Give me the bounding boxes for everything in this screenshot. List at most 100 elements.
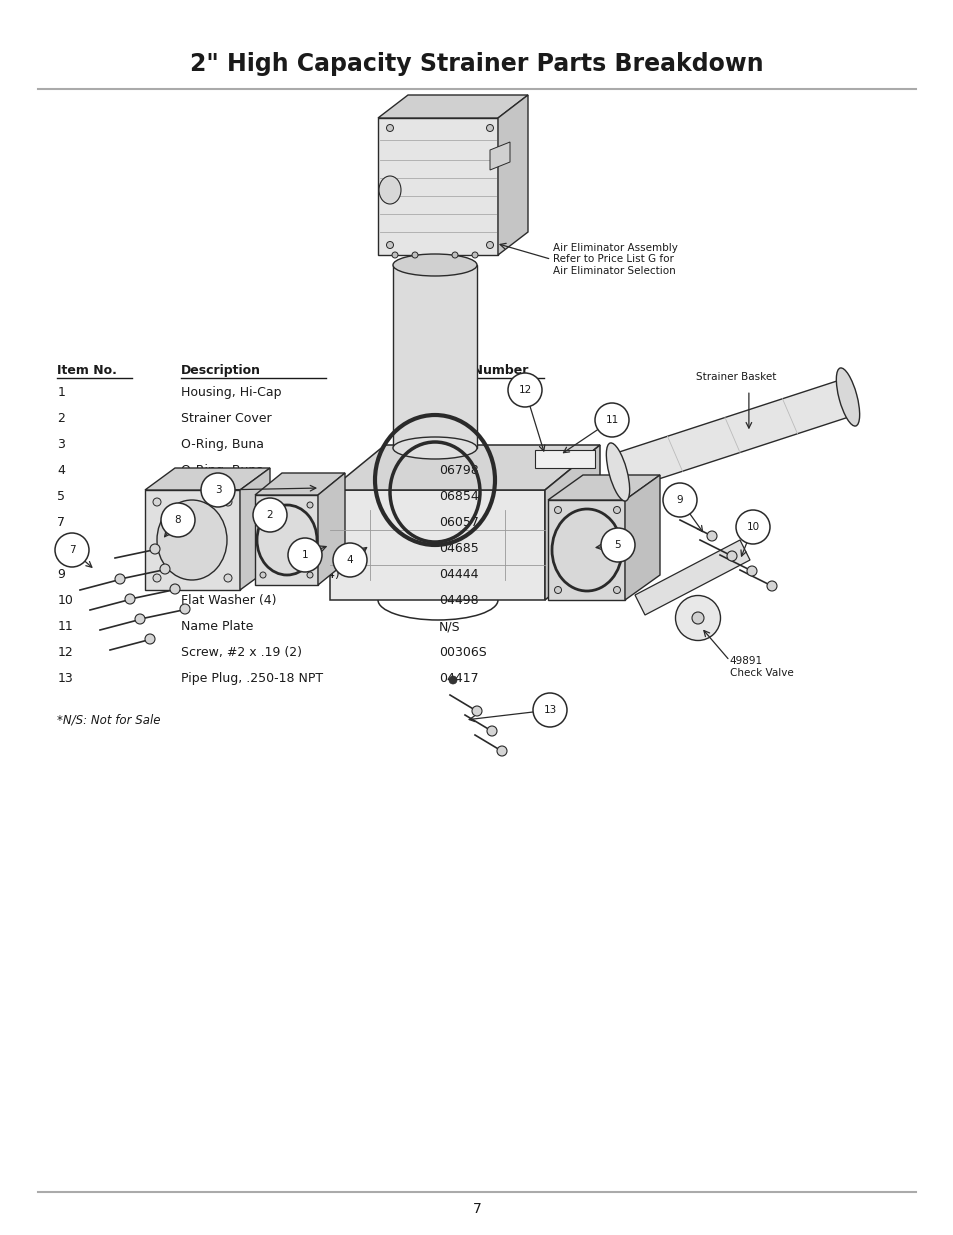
Circle shape — [735, 510, 769, 543]
Ellipse shape — [378, 177, 400, 204]
Text: 1: 1 — [57, 387, 65, 399]
Polygon shape — [547, 475, 659, 500]
Circle shape — [533, 693, 566, 727]
Polygon shape — [240, 468, 270, 590]
Ellipse shape — [613, 506, 619, 514]
Ellipse shape — [554, 587, 561, 594]
Polygon shape — [145, 468, 270, 490]
Text: 12: 12 — [517, 385, 531, 395]
Ellipse shape — [675, 595, 720, 641]
Text: Part Number: Part Number — [438, 364, 528, 378]
Text: 06798: 06798 — [438, 464, 478, 477]
Ellipse shape — [392, 252, 397, 258]
Polygon shape — [535, 450, 595, 468]
Polygon shape — [609, 380, 854, 490]
Ellipse shape — [449, 676, 456, 684]
Text: 3: 3 — [214, 485, 221, 495]
Ellipse shape — [486, 726, 497, 736]
Ellipse shape — [125, 594, 135, 604]
Text: Screw, #2 x .19 (2): Screw, #2 x .19 (2) — [181, 646, 302, 659]
Text: 13: 13 — [543, 705, 556, 715]
Text: 7: 7 — [472, 1202, 481, 1216]
Circle shape — [201, 473, 234, 508]
Polygon shape — [497, 95, 527, 254]
Ellipse shape — [160, 564, 170, 574]
Text: 06057: 06057 — [438, 516, 478, 530]
Ellipse shape — [386, 242, 393, 248]
Circle shape — [595, 403, 628, 437]
Text: Air Eliminator Assembly
Refer to Price List G for
Air Eliminator Selection: Air Eliminator Assembly Refer to Price L… — [553, 243, 678, 275]
Polygon shape — [330, 445, 599, 490]
Ellipse shape — [180, 604, 190, 614]
Text: 5: 5 — [614, 540, 620, 550]
Polygon shape — [145, 490, 240, 590]
Text: 11: 11 — [605, 415, 618, 425]
Text: N/S*: N/S* — [438, 387, 466, 399]
Ellipse shape — [393, 254, 476, 275]
Polygon shape — [254, 495, 317, 585]
Text: 8: 8 — [174, 515, 181, 525]
Ellipse shape — [224, 498, 232, 506]
Text: 04685: 04685 — [438, 542, 478, 556]
Text: Strainer Basket: Strainer Basket — [696, 372, 776, 382]
Ellipse shape — [726, 551, 737, 561]
Ellipse shape — [766, 580, 776, 592]
Ellipse shape — [746, 566, 757, 576]
Text: 04417: 04417 — [438, 672, 478, 685]
Text: O-Ring, Buna: O-Ring, Buna — [181, 464, 264, 477]
Circle shape — [161, 503, 194, 537]
Text: 2" High Capacity Strainer Parts Breakdown: 2" High Capacity Strainer Parts Breakdow… — [190, 52, 763, 77]
Ellipse shape — [706, 531, 717, 541]
Ellipse shape — [393, 437, 476, 459]
Ellipse shape — [386, 125, 393, 131]
Text: 04444: 04444 — [438, 568, 477, 582]
Text: *N/S: Not for Sale: *N/S: Not for Sale — [57, 714, 160, 726]
Ellipse shape — [152, 574, 161, 582]
Text: 1: 1 — [301, 550, 308, 559]
Polygon shape — [377, 119, 497, 254]
Text: 2: 2 — [267, 510, 273, 520]
Text: Description: Description — [181, 364, 261, 378]
Text: N/S: N/S — [438, 620, 460, 634]
Ellipse shape — [115, 574, 125, 584]
Text: Strainer Cover: Strainer Cover — [181, 412, 272, 425]
Text: 00306S: 00306S — [438, 646, 486, 659]
Polygon shape — [635, 540, 749, 615]
Ellipse shape — [486, 125, 493, 131]
Circle shape — [507, 373, 541, 408]
Polygon shape — [393, 266, 476, 448]
Text: Screw, .375-16 x 1.25 (4): Screw, .375-16 x 1.25 (4) — [181, 568, 339, 582]
Text: Pipe Plug, .250-18 NPT: Pipe Plug, .250-18 NPT — [181, 672, 323, 685]
Text: 9: 9 — [676, 495, 682, 505]
Text: 42987: 42987 — [438, 412, 478, 425]
Ellipse shape — [412, 252, 417, 258]
Text: 06847: 06847 — [438, 438, 478, 451]
Text: 12: 12 — [57, 646, 73, 659]
Text: 11: 11 — [57, 620, 73, 634]
Ellipse shape — [307, 572, 313, 578]
Ellipse shape — [497, 746, 506, 756]
Text: 49891
Check Valve: 49891 Check Valve — [729, 656, 793, 678]
Ellipse shape — [472, 252, 477, 258]
Polygon shape — [377, 95, 527, 119]
Polygon shape — [624, 475, 659, 600]
Ellipse shape — [472, 706, 481, 716]
Text: Flat Washer (4): Flat Washer (4) — [181, 542, 276, 556]
Text: 4: 4 — [346, 555, 353, 564]
Circle shape — [662, 483, 697, 517]
Ellipse shape — [486, 242, 493, 248]
Text: 9: 9 — [57, 568, 65, 582]
Ellipse shape — [260, 501, 266, 508]
Polygon shape — [254, 473, 345, 495]
Text: Housing, Hi-Cap: Housing, Hi-Cap — [181, 387, 281, 399]
Ellipse shape — [170, 584, 180, 594]
Text: 13: 13 — [57, 672, 73, 685]
Text: Screw, .5-13 x 1.5 (4): Screw, .5-13 x 1.5 (4) — [181, 516, 316, 530]
Text: 10: 10 — [57, 594, 73, 608]
Circle shape — [333, 543, 367, 577]
Ellipse shape — [554, 506, 561, 514]
Text: Flat Washer (4): Flat Washer (4) — [181, 594, 276, 608]
Text: 3: 3 — [57, 438, 65, 451]
Polygon shape — [317, 473, 345, 585]
Ellipse shape — [152, 498, 161, 506]
